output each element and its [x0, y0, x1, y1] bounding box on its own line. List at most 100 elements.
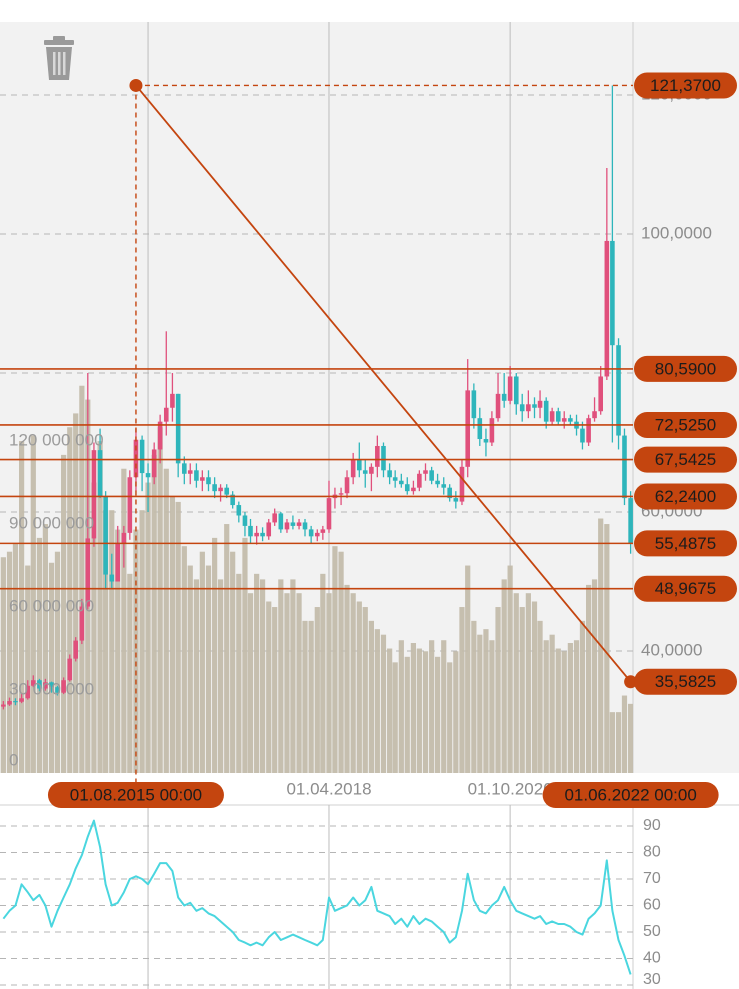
trend-line: [135, 84, 632, 683]
volume-bar: [555, 648, 561, 773]
volume-bar: [169, 496, 176, 773]
volume-bar: [591, 579, 598, 773]
candle-body: [194, 470, 199, 481]
volume-bar: [338, 551, 344, 773]
volume-bar: [205, 565, 212, 773]
candle-body: [67, 658, 73, 681]
candle-body: [628, 498, 633, 544]
candle-body: [489, 418, 495, 443]
volume-bar: [489, 640, 495, 773]
trend-date-box: [47, 782, 224, 808]
volume-bar: [453, 651, 459, 773]
candle-body: [344, 477, 350, 494]
volume-bar: [434, 656, 441, 773]
trend-handle: [624, 675, 638, 689]
volume-bar: [109, 510, 115, 773]
volume-bar: [380, 634, 387, 773]
y-tick-label: 100,0000: [641, 223, 712, 242]
candle-body: [580, 428, 585, 443]
candle-body: [145, 473, 151, 478]
level-label: 72,5250: [655, 415, 716, 434]
candle-body: [224, 487, 230, 495]
volume-bar: [242, 537, 248, 773]
volume-bar: [356, 601, 362, 773]
volume-bar: [61, 454, 67, 773]
level-box: [634, 446, 737, 473]
volume-bar: [314, 607, 320, 773]
y-tick-label: 70: [643, 870, 661, 887]
volume-bar: [175, 501, 181, 773]
candle-body: [151, 449, 157, 478]
volume-tick-label: 60 000 000: [9, 597, 94, 616]
volume-bar: [586, 584, 592, 773]
candle-body: [387, 470, 392, 478]
volume-bar: [103, 510, 109, 773]
volume-bar: [465, 565, 471, 773]
volume-bar: [97, 441, 103, 773]
trash-stripe: [63, 52, 66, 75]
candle-body: [121, 532, 127, 544]
candle-body: [453, 498, 459, 502]
volume-bar: [525, 593, 531, 773]
candle-body: [423, 470, 428, 474]
volume-bar: [25, 565, 31, 773]
trash-icon[interactable]: [44, 36, 74, 80]
candle-body: [477, 418, 483, 440]
candle-body: [495, 393, 501, 419]
candle-body: [30, 680, 36, 686]
trend-date-label: 01.08.2015 00:00: [70, 785, 202, 804]
volume-bar: [42, 524, 48, 773]
volume-bar: [151, 454, 157, 773]
volume-bar: [193, 579, 200, 773]
trend-price-box: [634, 72, 737, 99]
candle-body: [109, 574, 115, 582]
volume-bar: [212, 537, 218, 773]
candle-body: [537, 400, 543, 408]
volume-bar: [531, 601, 538, 773]
volume-bar: [73, 413, 79, 773]
y-tick-label: 40: [643, 950, 661, 967]
volume-bar: [224, 524, 230, 773]
volume-bar: [471, 620, 477, 773]
volume-bar: [459, 607, 465, 773]
level-label: 48,9675: [655, 579, 716, 598]
candle-body: [175, 393, 181, 464]
volume-tick-label: 90 000 000: [9, 514, 94, 533]
candle-body: [79, 606, 85, 641]
volume-bar: [604, 524, 610, 773]
volume-bar: [628, 703, 633, 773]
candle-body: [163, 407, 169, 422]
candle-body: [218, 487, 223, 492]
volume-bar: [513, 593, 519, 773]
volume-bar: [422, 651, 429, 773]
candle-body: [37, 680, 42, 689]
candle-body: [429, 470, 434, 481]
candle-body: [338, 493, 344, 495]
candle-body: [187, 470, 193, 474]
volume-bar: [573, 640, 580, 773]
chart-layer: 40,000060,000080,0000100,0000120,0000030…: [0, 22, 737, 989]
trend-price-label: 121,3700: [650, 76, 721, 95]
volume-bar: [519, 607, 525, 773]
volume-bar: [320, 573, 326, 773]
volume-bar: [501, 579, 507, 773]
candle-body: [254, 532, 259, 537]
status-strip: [0, 0, 739, 22]
x-tick-label: 01.10.2020: [468, 779, 553, 798]
main-plot: [0, 22, 633, 773]
candle-body: [157, 421, 163, 450]
trash-stripe: [53, 52, 56, 75]
volume-bar: [429, 640, 435, 773]
volume-bar: [404, 656, 410, 773]
volume-bar: [91, 482, 97, 773]
candle-body: [471, 390, 477, 419]
candle-body: [586, 418, 591, 443]
x-tick-label: 01.04.2018: [286, 779, 371, 798]
candle-body: [411, 487, 416, 492]
volume-bar: [139, 510, 145, 773]
candle-body: [357, 459, 362, 471]
y-tick-label: 30: [643, 971, 661, 988]
volume-bar: [561, 651, 567, 773]
candle-body: [230, 494, 235, 506]
level-box: [634, 530, 737, 557]
